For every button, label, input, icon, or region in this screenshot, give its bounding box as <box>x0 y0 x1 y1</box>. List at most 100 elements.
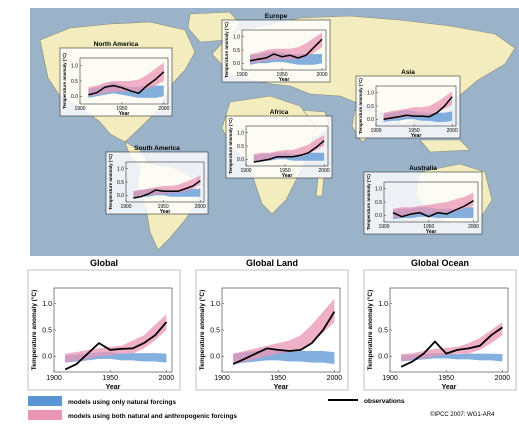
x-tick-label: 2000 <box>158 106 169 112</box>
x-tick-label: 1950 <box>158 204 169 210</box>
y-tick-label: 0.0 <box>42 354 52 361</box>
y-tick-label: 0.0 <box>378 354 388 361</box>
y-tick-label: 1.0 <box>71 63 78 69</box>
chart-south-america: 0.0 0.5 1.0 1900 1950 2000 Year Temperature ano… <box>105 145 209 215</box>
x-axis-label: Year <box>119 111 130 117</box>
y-tick-label: 1.0 <box>42 301 52 308</box>
anthropogenic-forcings-band <box>393 192 474 218</box>
continent-indonesia <box>419 139 471 153</box>
x-tick-label: 1900 <box>240 168 251 174</box>
chart-africa: 0.0 0.5 1.0 1900 1950 2000 Year Temperature ano… <box>225 109 333 179</box>
chart-frame <box>363 269 517 391</box>
y-tick-label: 0.0 <box>210 354 220 361</box>
region-title: Africa <box>270 109 289 116</box>
region-title: Europe <box>265 13 288 20</box>
observations-line <box>133 180 201 199</box>
y-tick-label: 0.0 <box>71 94 78 100</box>
x-axis-label: Year <box>160 209 171 215</box>
y-tick-label: 0.5 <box>233 48 240 54</box>
x-tick-label: 1950 <box>279 168 290 174</box>
x-tick-label: 1900 <box>382 375 398 382</box>
y-tick-label: 0.0 <box>233 61 240 67</box>
x-tick-label: 1900 <box>378 224 389 230</box>
y-axis-label: Temperature anomaly (°C) <box>358 78 363 134</box>
x-tick-label: 1950 <box>102 375 118 382</box>
credit-text: ©IPCC 2007: WG1-AR4 <box>430 411 495 418</box>
observations-line <box>64 321 168 371</box>
x-tick-label: 1950 <box>409 128 420 134</box>
y-tick-label: 0.5 <box>117 180 124 186</box>
y-tick-label: 0.5 <box>42 327 52 334</box>
y-tick-label: 1.0 <box>375 186 382 192</box>
observations-line <box>392 200 474 218</box>
y-axis-label: Temperature anomaly (°C) <box>228 118 233 174</box>
x-axis-label: Year <box>411 133 422 139</box>
observations-line <box>232 311 336 365</box>
observations-line <box>88 71 165 96</box>
observations-line <box>253 140 325 163</box>
x-tick-label: 1900 <box>370 128 381 134</box>
x-axis-label: Year <box>426 229 437 235</box>
y-tick-label: 0.5 <box>367 104 374 110</box>
x-tick-label: 2000 <box>468 224 479 230</box>
panel-title: Global Ocean <box>411 258 469 268</box>
observations-line <box>249 38 323 62</box>
x-tick-label: 1900 <box>214 375 230 382</box>
observations-line <box>383 96 453 121</box>
y-tick-label: 0.5 <box>71 79 78 85</box>
chart-global-land: 0.0 0.5 1.0 1900 1950 2000 Year Temperature ano… <box>195 258 349 391</box>
y-tick-label: 0.0 <box>375 213 382 219</box>
chart-asia: 0.0 0.5 1.0 1900 1950 2000 Year Temperature ano… <box>355 69 461 139</box>
legend-natural-swatch <box>28 396 62 406</box>
x-tick-label: 2000 <box>319 168 330 174</box>
legend: models using only natural forcings models… <box>28 396 495 420</box>
x-tick-label: 2000 <box>327 375 343 382</box>
x-tick-label: 2000 <box>495 375 511 382</box>
y-tick-label: 0.5 <box>237 144 244 150</box>
legend-anthropogenic-swatch <box>28 410 62 420</box>
x-tick-label: 1900 <box>74 106 85 112</box>
region-title: South America <box>134 145 180 152</box>
region-title: Australia <box>409 165 437 172</box>
anthropogenic-forcings-band <box>253 135 325 162</box>
x-tick-label: 2000 <box>447 128 458 134</box>
y-tick-label: 0.0 <box>237 157 244 163</box>
y-tick-label: 0.0 <box>117 193 124 199</box>
x-tick-label: 1950 <box>423 224 434 230</box>
x-axis-label: Year <box>106 384 121 391</box>
y-tick-label: 1.0 <box>367 90 374 96</box>
y-tick-label: 1.0 <box>233 34 240 40</box>
y-axis-label: Temperature anomaly (°C) <box>108 154 113 210</box>
chart-europe: 0.0 0.5 1.0 1900 1950 2000 Year Temperature ano… <box>221 13 331 83</box>
y-axis-label: Temperature anomaly (°C) <box>198 290 206 371</box>
y-tick-label: 1.0 <box>210 301 220 308</box>
x-tick-label: 1900 <box>120 204 131 210</box>
y-axis-label: Temperature anomaly (°C) <box>224 22 229 78</box>
y-tick-label: 0.5 <box>375 200 382 206</box>
panel-title: Global <box>90 258 118 268</box>
x-tick-label: 2000 <box>195 204 206 210</box>
chart-global: 0.0 0.5 1.0 1900 1950 2000 Year Temperature ano… <box>27 258 181 391</box>
region-title: North America <box>94 41 139 48</box>
y-tick-label: 0.0 <box>367 117 374 123</box>
y-axis-label: Temperature anomaly (°C) <box>30 290 38 371</box>
x-tick-label: 1950 <box>276 72 287 78</box>
y-axis-label: Temperature anomaly (°C) <box>62 53 67 109</box>
y-axis-label: Temperature anomaly (°C) <box>366 290 374 371</box>
x-axis-label: Year <box>442 384 457 391</box>
x-tick-label: 1950 <box>270 375 286 382</box>
x-tick-label: 1900 <box>46 375 62 382</box>
y-tick-label: 1.0 <box>117 166 124 172</box>
observations-line <box>400 326 503 368</box>
chart-north-america: 0.0 0.5 1.0 1900 1950 2000 Year Temperature ano… <box>59 41 173 117</box>
y-tick-label: 1.0 <box>378 301 388 308</box>
y-tick-label: 0.5 <box>378 327 388 334</box>
chart-australia: 0.0 0.5 1.0 1900 1950 2000 Year Temperature ano… <box>363 165 483 235</box>
x-tick-label: 2000 <box>159 375 175 382</box>
y-axis-label: Temperature anomaly (°C) <box>366 174 371 230</box>
x-axis-label: Year <box>282 173 293 179</box>
panel-title: Global Land <box>246 258 298 268</box>
y-tick-label: 1.0 <box>237 130 244 136</box>
legend-natural-label: models using only natural forcings <box>68 399 176 406</box>
